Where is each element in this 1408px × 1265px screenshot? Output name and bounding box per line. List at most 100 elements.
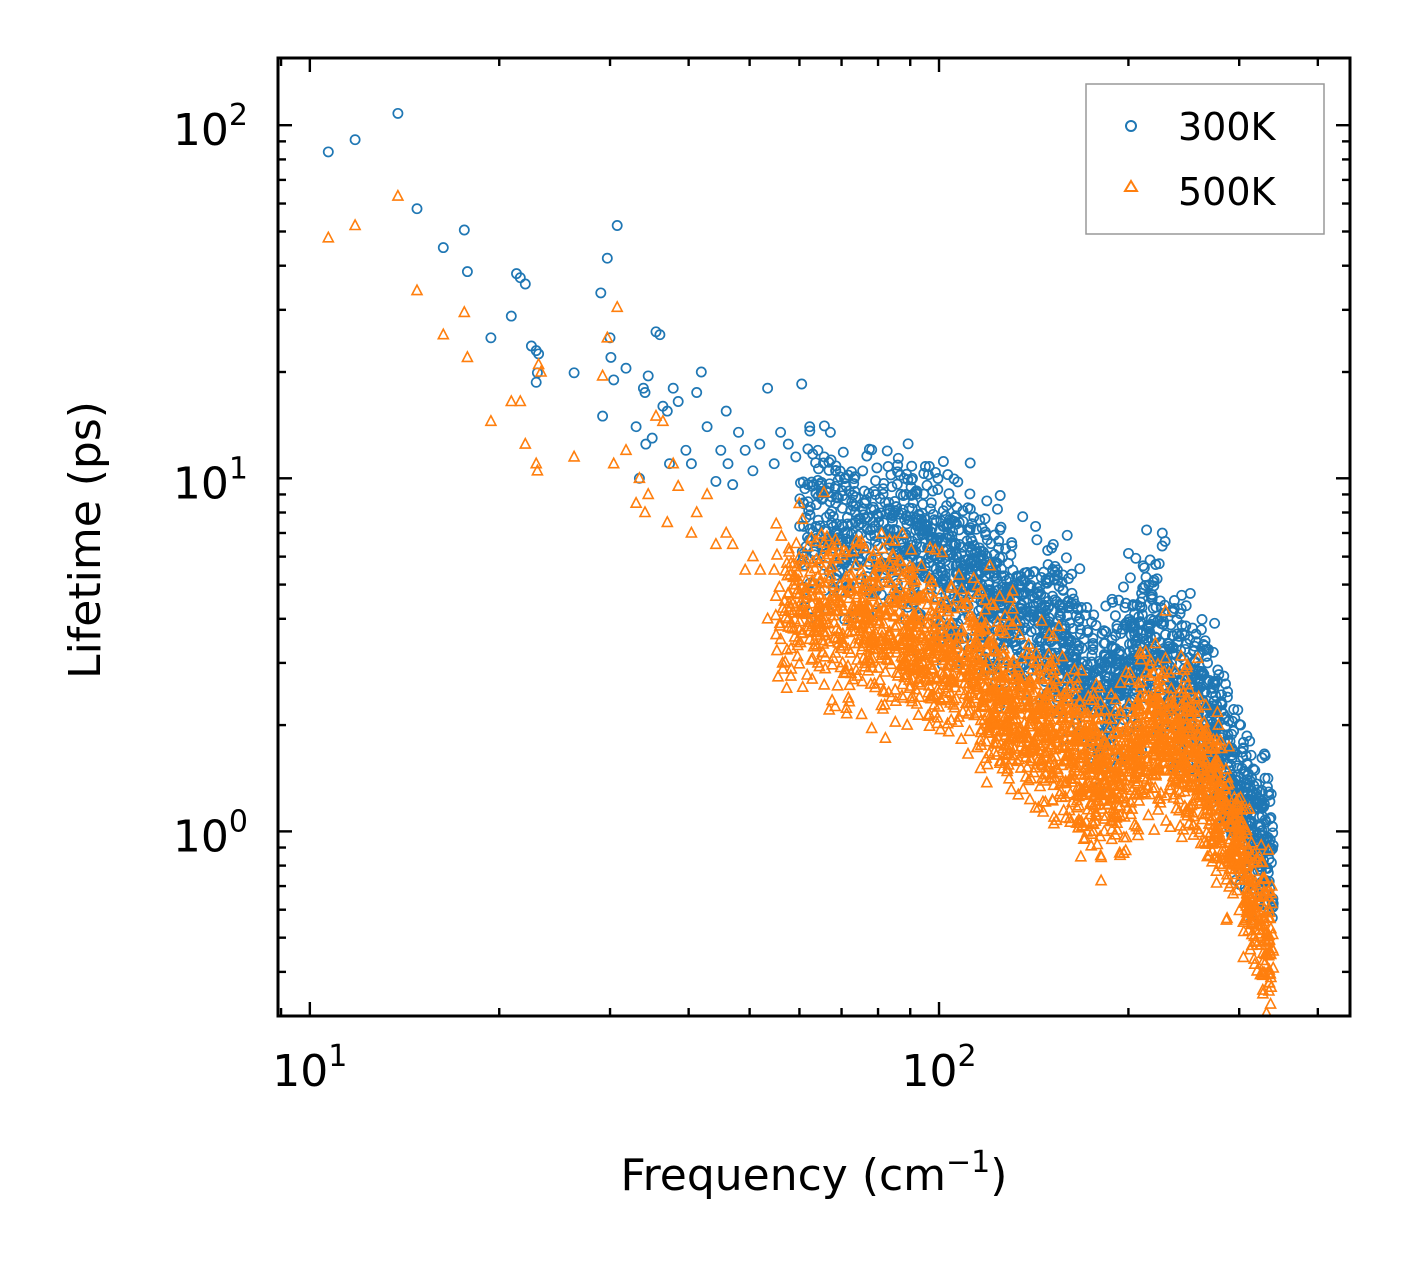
data-point-300k-cloud <box>865 530 877 541</box>
data-point-300k-cloud <box>1150 632 1162 644</box>
data-point-300k-cloud <box>905 539 917 551</box>
data-point-300k-cloud <box>923 557 935 569</box>
data-point-500k-cloud <box>868 680 882 693</box>
data-point-500k-cloud <box>771 669 785 682</box>
data-point-500k-cloud <box>892 604 906 617</box>
data-point-300k-cloud <box>1100 626 1112 638</box>
data-point-500k-cloud <box>1070 677 1084 690</box>
data-point-500k-cloud <box>955 600 969 613</box>
data-point-300k-cloud <box>1067 593 1079 605</box>
data-point-500k <box>610 300 624 313</box>
data-point-300k-cloud <box>1031 633 1043 645</box>
data-point-500k-cloud <box>1129 776 1143 789</box>
data-point-500k-cloud <box>1250 937 1264 950</box>
data-point-500k-cloud <box>1016 782 1030 795</box>
data-point-500k-cloud <box>1254 838 1268 851</box>
data-point-300k-cloud <box>1158 619 1169 630</box>
data-point-500k-cloud <box>944 712 958 725</box>
data-point-500k-cloud <box>802 614 816 628</box>
data-point-500k-cloud <box>1050 813 1063 826</box>
data-point-500k-cloud <box>1025 737 1039 750</box>
data-point-300k <box>782 438 794 450</box>
data-point-300k-cloud <box>1176 619 1188 631</box>
data-point-500k-cloud <box>928 705 942 718</box>
data-point-300k-cloud <box>1005 549 1017 561</box>
data-point-500k-cloud <box>888 559 902 572</box>
data-point-500k-cloud <box>913 613 927 626</box>
data-point-300k-cloud <box>837 446 849 458</box>
data-point-300k-cloud <box>1027 606 1039 618</box>
data-point-500k-cloud <box>1032 663 1045 676</box>
data-point-300k-cloud <box>1176 589 1188 601</box>
data-point-500k-cloud <box>1254 967 1267 980</box>
data-point-500k-cloud <box>1022 773 1035 786</box>
data-point-300k-cloud <box>922 469 934 481</box>
data-point-500k-cloud <box>1222 817 1236 830</box>
data-point-500k-cloud <box>888 641 902 654</box>
data-point-300k-cloud <box>794 520 806 532</box>
data-point-300k-cloud <box>1081 659 1093 671</box>
data-point-500k-cloud <box>905 689 919 702</box>
data-point-500k-cloud <box>1070 793 1084 806</box>
data-point-300k <box>392 107 404 119</box>
data-point-300k <box>519 278 531 290</box>
data-point-300k-cloud <box>953 538 965 550</box>
data-point-500k-cloud <box>1224 843 1238 856</box>
data-point-500k-cloud <box>1239 913 1252 926</box>
data-point-500k-cloud <box>1029 655 1042 669</box>
data-point-300k-cloud <box>1153 558 1165 570</box>
data-point-500k-cloud <box>826 538 840 551</box>
data-point-500k-cloud <box>1021 686 1034 699</box>
data-point-500k-cloud <box>850 533 863 546</box>
data-point-500k <box>900 717 914 730</box>
data-point-300k-cloud <box>1080 609 1092 621</box>
data-point-500k-cloud <box>936 647 949 660</box>
data-point-300k <box>630 421 642 433</box>
data-point-300k-cloud <box>1106 634 1118 646</box>
data-point-500k-cloud <box>1229 794 1243 808</box>
data-point-500k <box>534 364 548 377</box>
data-point-300k-cloud <box>1007 580 1019 592</box>
data-point-500k-cloud <box>1078 830 1092 844</box>
data-point-300k-cloud <box>1168 595 1180 606</box>
data-point-500k <box>629 495 643 509</box>
data-point-500k-cloud <box>1073 694 1086 707</box>
data-point-500k <box>844 666 858 679</box>
data-point-300k-cloud <box>1124 638 1135 650</box>
data-point-500k-cloud <box>1193 774 1206 787</box>
data-point-500k-cloud <box>923 540 937 553</box>
data-point-500k-cloud <box>1249 875 1262 888</box>
data-point-300k-cloud <box>1030 520 1042 532</box>
data-point-500k-cloud <box>1123 672 1137 685</box>
data-point-500k-cloud <box>1146 768 1160 781</box>
data-point-300k-cloud <box>1060 552 1072 564</box>
data-point-300k-cloud <box>810 457 822 469</box>
data-point-500k-cloud <box>839 545 853 558</box>
data-point-500k-cloud <box>1002 614 1016 627</box>
data-point-500k <box>461 350 474 363</box>
data-point-500k-cloud <box>1053 787 1066 800</box>
data-point-500k-cloud <box>799 573 813 586</box>
data-point-500k-cloud <box>934 722 947 735</box>
data-point-500k-cloud <box>782 544 796 557</box>
data-point-500k-cloud <box>1152 679 1166 693</box>
data-point-500k-cloud <box>778 603 792 617</box>
data-point-500k-cloud <box>865 721 879 734</box>
data-point-300k-cloud <box>1160 629 1171 641</box>
data-point-300k-cloud <box>883 496 895 508</box>
data-point-500k-cloud <box>934 586 948 599</box>
data-point-500k-cloud <box>1187 778 1200 791</box>
data-point-500k-cloud <box>1037 695 1051 709</box>
data-point-500k-cloud <box>842 694 856 707</box>
data-point-500k <box>321 230 335 243</box>
data-point-500k-cloud <box>796 679 810 693</box>
data-point-500k-cloud <box>952 567 966 580</box>
data-point-500k-cloud <box>932 613 946 626</box>
data-point-500k <box>811 655 825 668</box>
data-point-300k <box>437 242 449 254</box>
data-point-300k-cloud <box>1049 566 1061 578</box>
data-point-500k-cloud <box>1135 674 1148 687</box>
data-point-300k-cloud <box>921 479 933 491</box>
data-point-300k-cloud <box>1154 595 1166 607</box>
data-point-300k-cloud <box>913 509 925 521</box>
